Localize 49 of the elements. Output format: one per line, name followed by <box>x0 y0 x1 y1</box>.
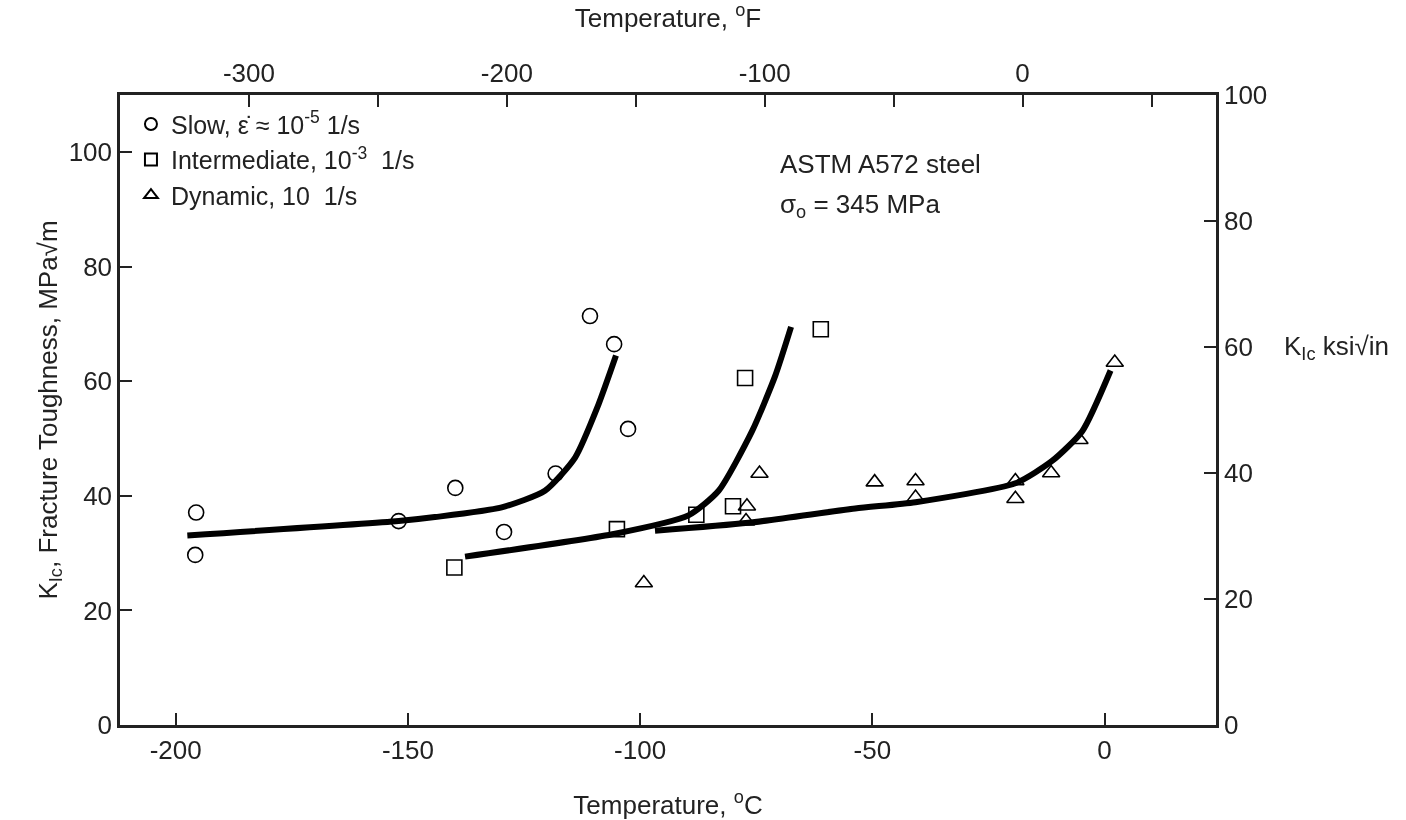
y-tick-label: 40 <box>83 481 113 512</box>
point <box>187 504 205 521</box>
x2-tick-label: -100 <box>738 57 791 88</box>
y-tick-label: 60 <box>83 366 113 397</box>
point <box>634 574 654 588</box>
point <box>1005 490 1025 504</box>
point <box>1041 464 1061 478</box>
y2-tick-label: 60 <box>1223 332 1253 363</box>
x-tick-label: -200 <box>149 734 202 765</box>
y2-axis-title: K$_{Ic}$ ksi√in <box>1284 331 1390 365</box>
x2-tick-label: 0 <box>1015 57 1030 88</box>
y2-tick-label: 100 <box>1223 80 1268 111</box>
point <box>865 473 885 487</box>
x2-tick-label: -200 <box>480 57 533 88</box>
legend-label: Slow, ε̇ ≈ 10$^{-5}$ 1/s <box>170 107 361 139</box>
x-tick-label: -50 <box>853 734 892 765</box>
y-tick-label: 20 <box>83 595 113 626</box>
point <box>619 420 637 438</box>
legend-label: Intermediate, 10$^{-3}$ 1/s <box>170 142 415 175</box>
point <box>605 335 623 353</box>
x-tick-label: -150 <box>381 734 434 765</box>
y2-tick-label: 0 <box>1223 710 1239 741</box>
x-tick-label: -100 <box>614 734 667 765</box>
point <box>447 479 464 497</box>
point <box>581 307 599 325</box>
point <box>724 497 742 515</box>
point <box>736 369 754 387</box>
point <box>186 546 204 564</box>
point <box>906 472 925 486</box>
y2-tick-label: 20 <box>1223 584 1253 615</box>
x-tick-label: 0 <box>1097 734 1112 765</box>
y-tick-label: 100 <box>68 137 113 168</box>
annotation: ASTM A572 steel <box>780 149 981 179</box>
point <box>737 497 757 511</box>
y2-tick-label: 80 <box>1223 206 1253 237</box>
point <box>446 559 463 576</box>
y-tick-label: 0 <box>97 710 113 741</box>
legend-label: Dynamic, 10 1/s <box>170 181 358 210</box>
x2-tick-label: -300 <box>222 57 275 88</box>
x-axis-title: Temperature, $^{o}$C <box>573 787 763 820</box>
y2-tick-label: 40 <box>1223 458 1253 489</box>
point <box>495 523 513 541</box>
annotation: σ$_{o}$ = 345 MPa <box>780 189 941 223</box>
x2-axis-title: Temperature, $^{o}$F <box>574 0 762 33</box>
point <box>608 520 626 538</box>
point <box>1105 354 1125 368</box>
y-tick-label: 80 <box>83 251 113 282</box>
point <box>812 320 830 338</box>
point <box>750 465 769 479</box>
